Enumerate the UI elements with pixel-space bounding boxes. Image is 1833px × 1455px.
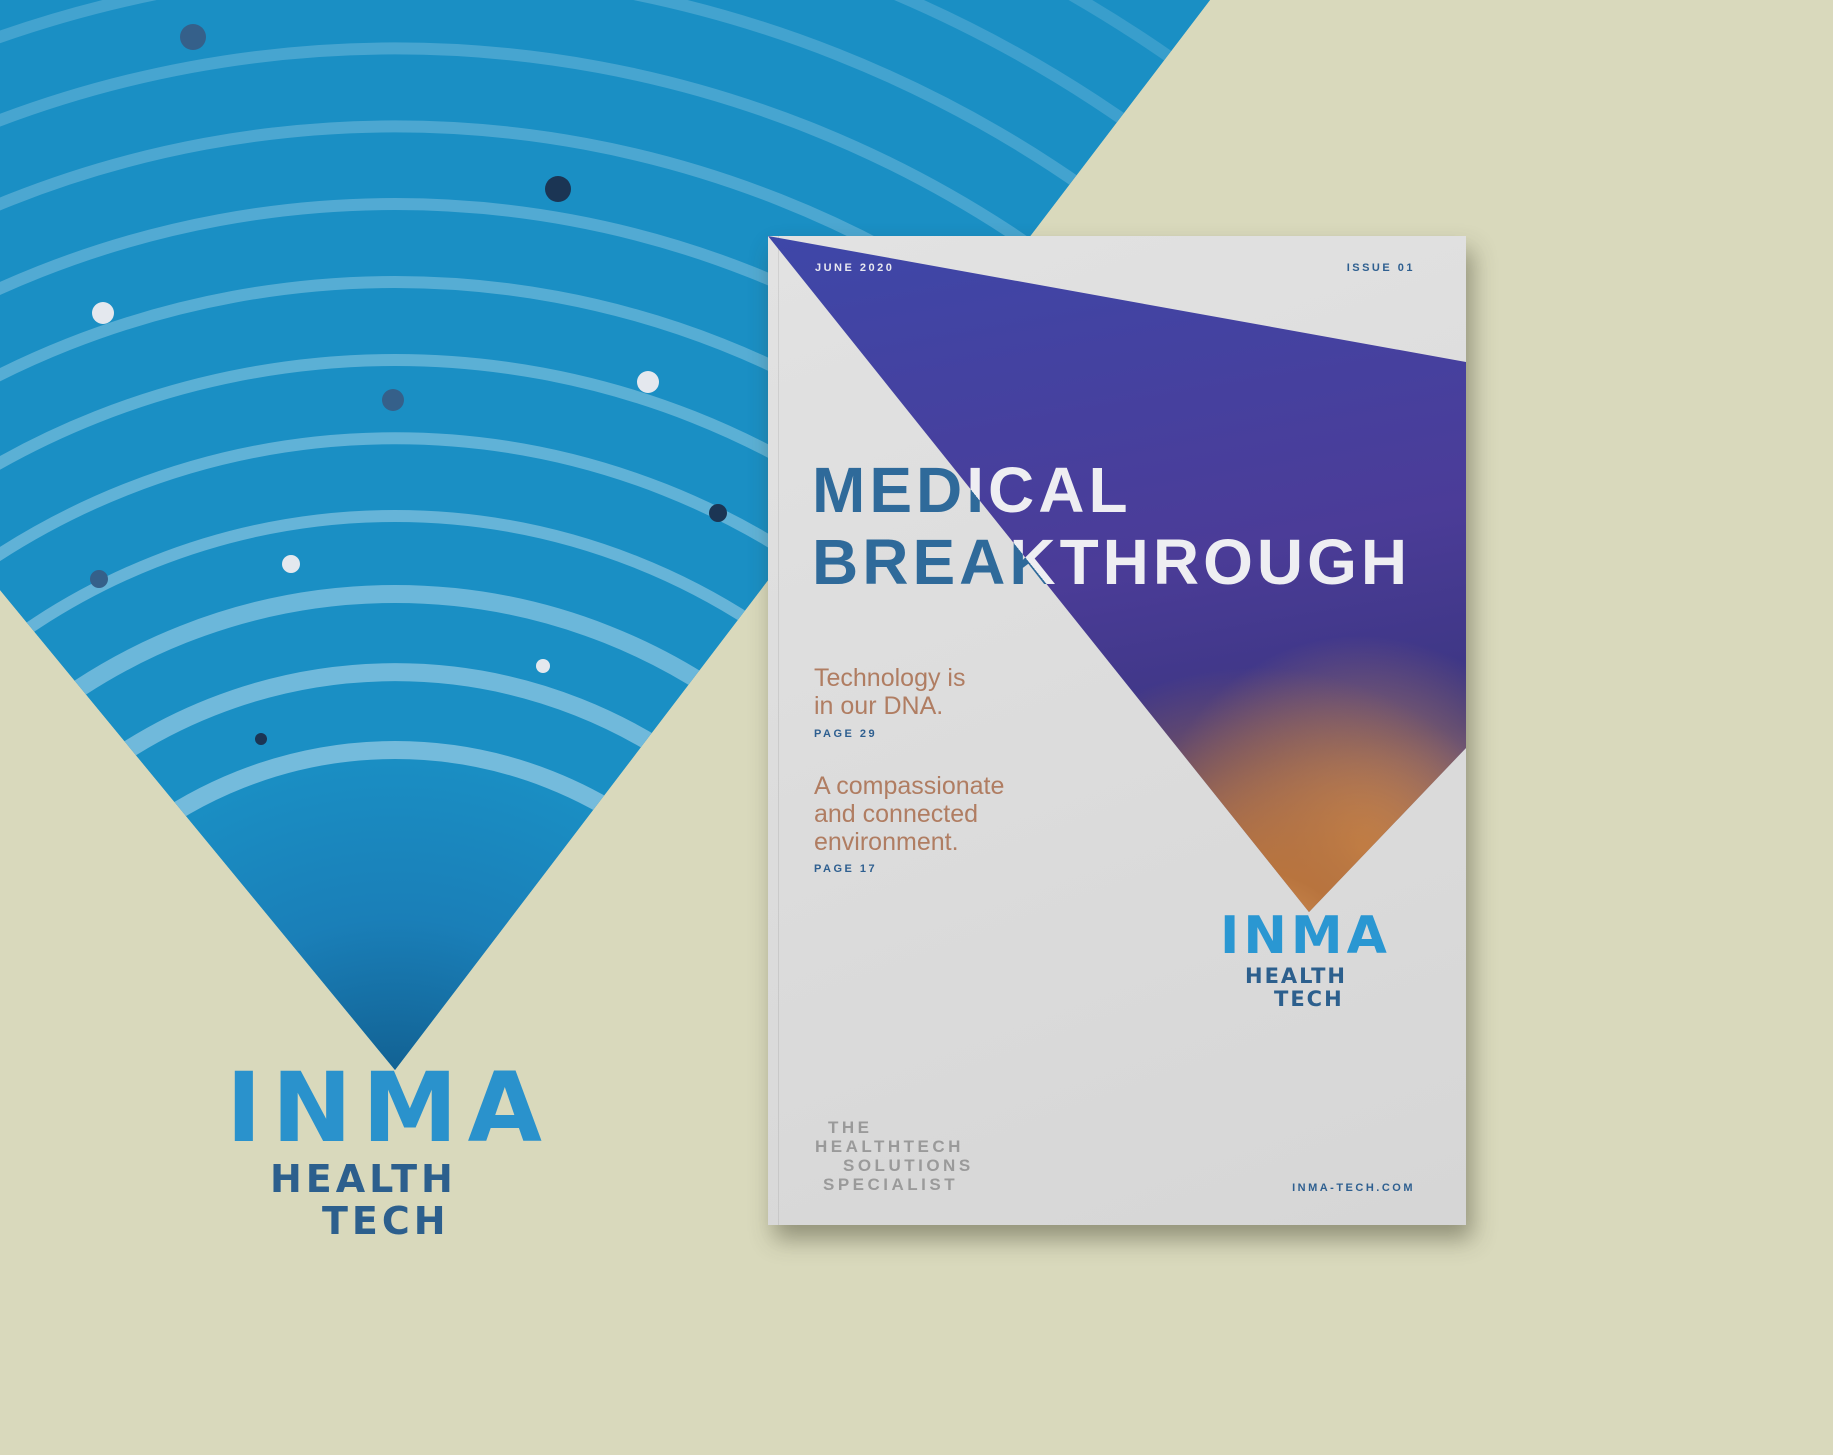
issue-date: JUNE 2020 [815,262,895,274]
tagline-line: THE [828,1118,873,1137]
orbit-dot [282,555,300,573]
teaser-2-line: and connected [814,800,979,828]
orbit-dot [92,302,114,324]
teaser-1: Technology is in our DNA. [814,664,965,720]
arc-ring [0,120,1210,1070]
headline-line2: BREAKTHROUGH [812,526,1412,598]
arc-ring [0,198,1210,1070]
orbit-dot [536,659,550,673]
teaser-1-page: PAGE 29 [814,728,878,740]
website-url: INMA-TECH.COM [1292,1182,1415,1194]
brand-logo-line2: TECH [322,1199,450,1243]
teaser-2-line: A compassionate [814,772,1005,800]
magazine-cover: JUNE 2020 ISSUE 01 MEDICAL BREAKTHROUGH … [768,236,1466,1225]
tagline-line: HEALTHTECH [815,1137,964,1156]
cover-logo-line1: HEALTH [1245,964,1347,988]
teaser-1-line: in our DNA. [814,692,944,720]
brand-logo-line1: HEALTH [270,1157,457,1201]
arc-ring [0,42,1210,1070]
cover-logo-wordmark: INMA [1220,906,1391,966]
teaser-2: A compassionate and connected environmen… [814,772,1004,856]
tagline-line: SPECIALIST [823,1175,959,1194]
tagline-line: SOLUTIONS [843,1156,974,1175]
teaser-2-line: environment. [814,828,959,856]
teaser-1-line: Technology is [814,664,966,692]
teaser-2-page: PAGE 17 [814,863,878,875]
orbit-dot [90,570,108,588]
headline: MEDICAL BREAKTHROUGH [812,454,1466,598]
cover-logo-line2: TECH [1274,987,1344,1011]
orbit-dot [637,371,659,393]
headline-line1: MEDICAL [812,454,1132,526]
orbit-dot [709,504,727,522]
brand-logo-wordmark: INMA [226,1052,552,1164]
orbit-dot [545,176,571,202]
orbit-dot [255,733,267,745]
orbit-dot [382,389,404,411]
issue-number: ISSUE 01 [1346,262,1415,274]
spine-line [778,236,779,1225]
orbit-dot [180,24,206,50]
